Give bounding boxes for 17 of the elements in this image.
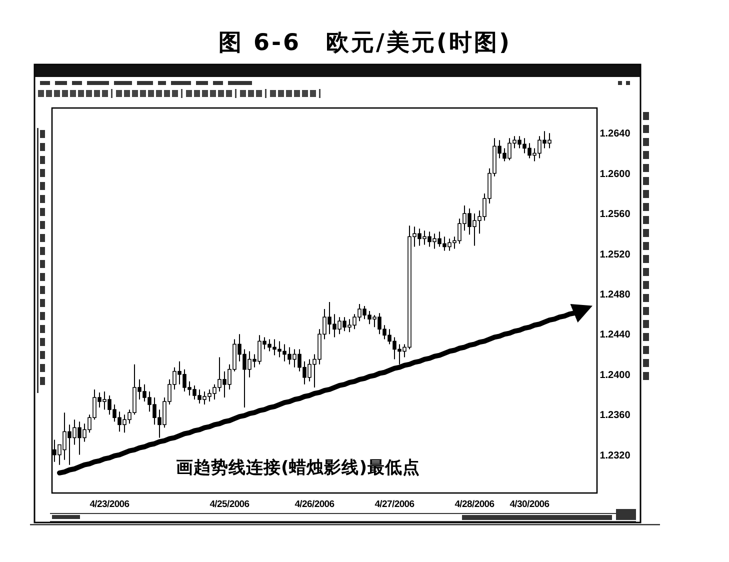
annotation: 画趋势线连接(蜡烛影线)最低点	[176, 458, 420, 478]
y-tick-label: 1.2440	[600, 330, 631, 341]
y-tick-label: 1.2320	[600, 450, 631, 462]
title: 图 6-6 欧元/美元(时图)	[218, 30, 512, 56]
x-tick-label: 4/27/2006	[374, 499, 414, 510]
x-tick-label: 4/26/2006	[294, 499, 334, 510]
y-tick-label: 1.2520	[600, 249, 631, 260]
x-tick-label: 4/25/2006	[210, 499, 250, 510]
x-tick-label: 4/30/2006	[510, 499, 550, 510]
y-tick-label: 1.2640	[600, 128, 631, 140]
y-tick-label: 1.2560	[600, 209, 631, 220]
y-tick-label: 1.2600	[600, 168, 631, 180]
y-tick-label: 1.2400	[600, 370, 631, 381]
x-tick-label: 4/23/2006	[90, 499, 130, 510]
x-tick-label: 4/28/2006	[454, 499, 494, 510]
y-tick-label: 1.2480	[600, 289, 631, 300]
y-tick-label: 1.2360	[600, 410, 631, 422]
